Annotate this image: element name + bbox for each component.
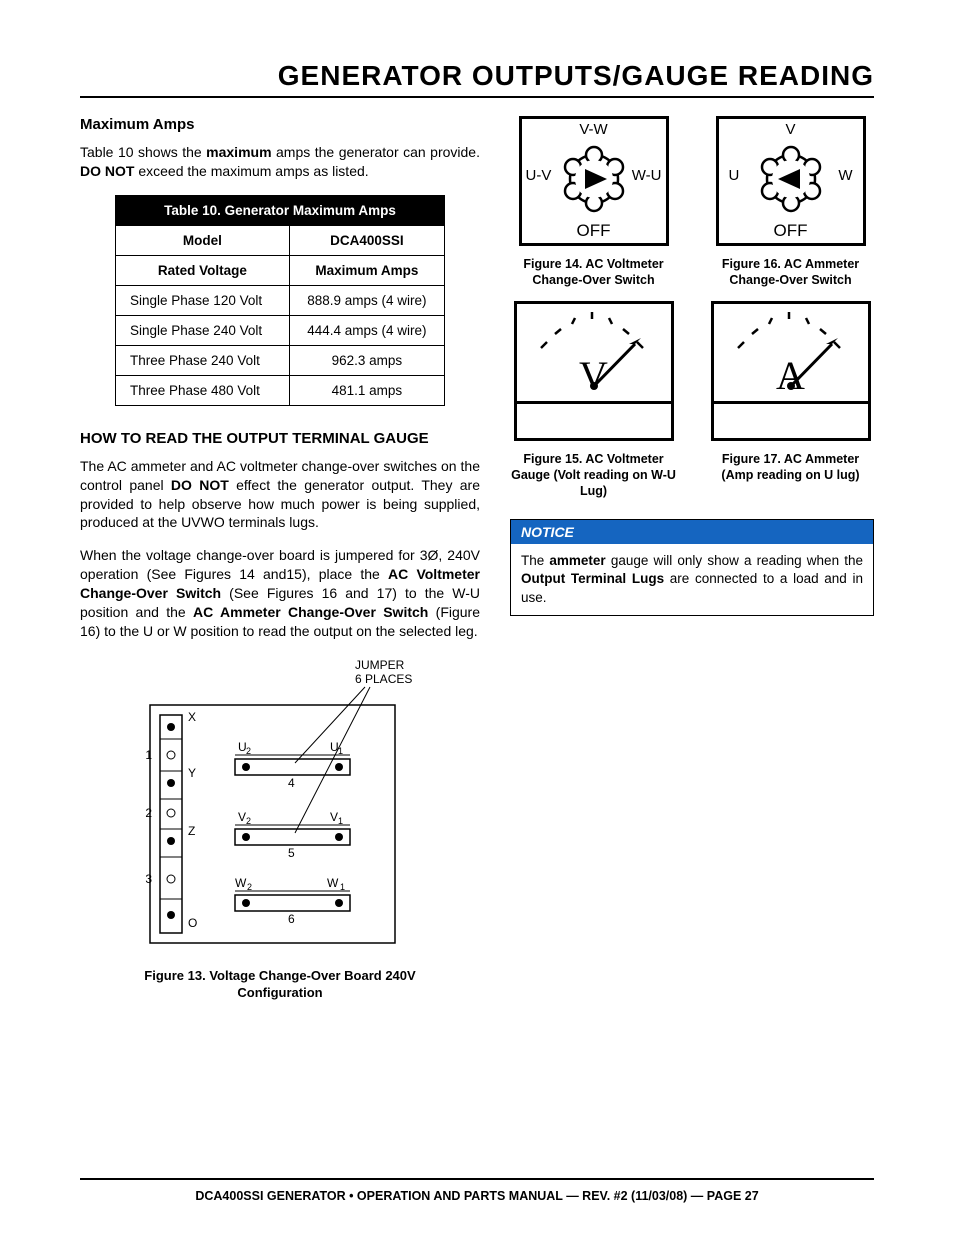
svg-text:6 PLACES: 6 PLACES <box>355 672 412 686</box>
para-max-amps: Table 10 shows the maximum amps the gene… <box>80 143 480 181</box>
footer-rule <box>80 1178 874 1180</box>
figure-16-caption: Figure 16. AC Ammeter Change-Over Switch <box>707 256 874 289</box>
figure-13: JUMPER 6 PLACES X 1 Y 2 <box>120 655 440 1002</box>
svg-text:X: X <box>188 710 196 724</box>
gauge-letter-a: A <box>776 352 805 399</box>
svg-text:V: V <box>330 810 338 824</box>
figure-15-caption: Figure 15. AC Voltmeter Gauge (Volt read… <box>510 451 677 500</box>
footer-text: DCA400SSI GENERATOR • OPERATION AND PART… <box>80 1189 874 1203</box>
left-column: Maximum Amps Table 10 shows the maximum … <box>80 116 480 1002</box>
para-gauge-2: When the voltage change-over board is ju… <box>80 546 480 640</box>
table-row: Single Phase 240 Volt444.4 amps (4 wire) <box>116 315 445 345</box>
svg-text:2: 2 <box>145 806 152 820</box>
svg-text:V: V <box>238 810 246 824</box>
svg-text:JUMPER: JUMPER <box>355 658 405 672</box>
table-row: Single Phase 120 Volt888.9 amps (4 wire) <box>116 285 445 315</box>
figure-14-caption: Figure 14. AC Voltmeter Change-Over Swit… <box>510 256 677 289</box>
notice-box: NOTICE The ammeter gauge will only show … <box>510 519 874 616</box>
heading-max-amps: Maximum Amps <box>80 116 480 133</box>
svg-text:W: W <box>327 876 339 890</box>
svg-text:5: 5 <box>288 846 295 860</box>
notice-body: The ammeter gauge will only show a readi… <box>511 544 873 615</box>
table-title: Table 10. Generator Maximum Amps <box>116 195 445 225</box>
notice-header: NOTICE <box>511 520 873 544</box>
svg-text:1: 1 <box>145 748 152 762</box>
figure-13-caption: Figure 13. Voltage Change-Over Board 240… <box>120 968 440 1002</box>
max-amps-table: Table 10. Generator Maximum Amps ModelDC… <box>115 195 445 406</box>
right-column: V-W U-V W-U OFF Figure 14. AC Voltmeter … <box>510 116 874 1002</box>
figure-17-caption: Figure 17. AC Ammeter (Amp reading on U … <box>707 451 874 484</box>
svg-text:Z: Z <box>188 824 195 838</box>
page-title: GENERATOR OUTPUTS/GAUGE READING <box>80 60 874 92</box>
svg-text:3: 3 <box>145 872 152 886</box>
svg-text:4: 4 <box>288 776 295 790</box>
figure-15: V Figure 15. AC Voltmeter Gauge (Volt re… <box>510 301 677 500</box>
svg-text:Y: Y <box>188 766 196 780</box>
svg-text:6: 6 <box>288 912 295 926</box>
gauge-letter-v: V <box>579 352 608 399</box>
figure-17: A Figure 17. AC Ammeter (Amp reading on … <box>707 301 874 500</box>
figure-14: V-W U-V W-U OFF Figure 14. AC Voltmeter … <box>510 116 677 289</box>
table-row: Three Phase 240 Volt962.3 amps <box>116 345 445 375</box>
heading-output-gauge: HOW TO READ THE OUTPUT TERMINAL GAUGE <box>80 430 480 447</box>
table-row: Three Phase 480 Volt481.1 amps <box>116 375 445 405</box>
svg-text:W: W <box>235 876 247 890</box>
svg-text:O: O <box>188 916 197 930</box>
para-gauge-1: The AC ammeter and AC voltmeter change-o… <box>80 457 480 533</box>
title-rule <box>80 96 874 98</box>
figure-16: V U W OFF Figure 16. AC Ammeter Change-O… <box>707 116 874 289</box>
